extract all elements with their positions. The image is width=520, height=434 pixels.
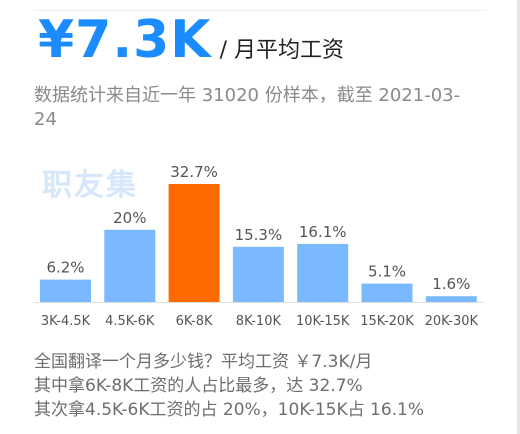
category-label-8K-10K: 8K-10K <box>236 314 282 329</box>
value-label-3K-4.5K: 6.2% <box>46 259 84 277</box>
value-label-10K-15K: 16.1% <box>299 223 347 241</box>
watermark: 职友集 <box>42 168 138 203</box>
bar-3K-4.5K <box>40 279 91 302</box>
summary-line-1: 全国翻译一个月多少钱？平均工资 ￥7.3K/月 <box>34 352 373 372</box>
scroll-edge <box>517 0 520 434</box>
summary-line-2: 其中拿6K-8K工资的人占比最多，达 32.7% <box>34 376 363 396</box>
salary-value: ¥7.3K <box>38 10 212 70</box>
category-label-6K-8K: 6K-8K <box>176 314 213 329</box>
value-label-6K-8K: 32.7% <box>170 163 218 181</box>
salary-unit: / 月平均工资 <box>219 38 344 63</box>
category-label-10K-15K: 10K-15K <box>296 314 350 329</box>
bar-8K-10K <box>232 246 284 302</box>
category-label-3K-4.5K: 3K-4.5K <box>41 314 91 329</box>
value-label-8K-10K: 15.3% <box>235 226 283 244</box>
bar-4.5K-6K <box>104 229 156 302</box>
salary-distribution-chart: 6.2% 3K-4.5K 20% 4.5K-6K 32.7% 6K-8K 15.3% 8K-1… <box>34 163 484 329</box>
category-label-20K-30K: 20K-30K <box>425 314 479 329</box>
value-label-4.5K-6K: 20% <box>113 209 146 227</box>
summary-line-3: 其次拿4.5K-6K工资的占 20%，10K-15K占 16.1% <box>34 400 425 420</box>
bar-20K-30K <box>425 296 477 302</box>
value-label-15K-20K: 5.1% <box>368 263 406 281</box>
stats-note: 数据统计来自近一年 31020 份样本，截至 2021-03-24 <box>34 85 461 130</box>
value-label-20K-30K: 1.6% <box>432 275 470 293</box>
bar-15K-20K <box>361 283 413 302</box>
summary: 全国翻译一个月多少钱？平均工资 ￥7.3K/月 其中拿6K-8K工资的人占比最多… <box>34 350 424 422</box>
bar-6K-8K <box>168 184 220 302</box>
average-salary: ¥7.3K / 月平均工资 <box>38 14 344 66</box>
top-divider <box>34 10 486 11</box>
category-label-15K-20K: 15K-20K <box>360 314 414 329</box>
bar-10K-15K <box>297 243 349 302</box>
category-label-4.5K-6K: 4.5K-6K <box>105 314 155 329</box>
